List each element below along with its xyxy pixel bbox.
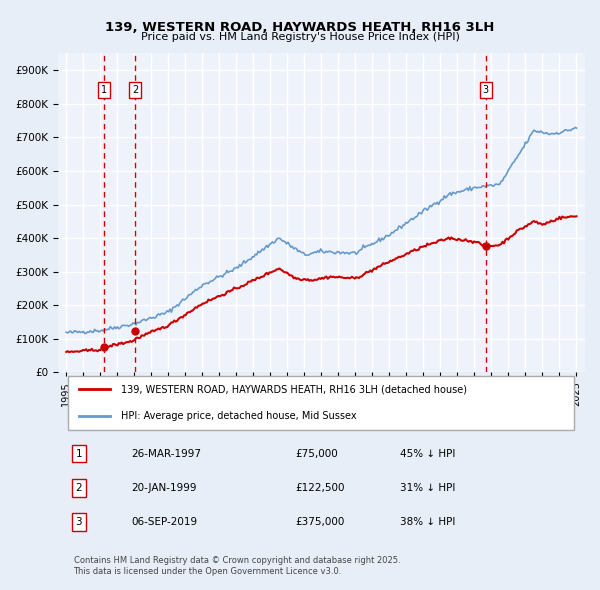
Text: 139, WESTERN ROAD, HAYWARDS HEATH, RH16 3LH: 139, WESTERN ROAD, HAYWARDS HEATH, RH16 … [106,21,494,34]
Text: 38% ↓ HPI: 38% ↓ HPI [400,517,456,527]
Text: £375,000: £375,000 [295,517,344,527]
Text: 31% ↓ HPI: 31% ↓ HPI [400,483,456,493]
Text: £122,500: £122,500 [295,483,344,493]
Text: 3: 3 [483,86,489,96]
Text: HPI: Average price, detached house, Mid Sussex: HPI: Average price, detached house, Mid … [121,411,356,421]
Text: 45% ↓ HPI: 45% ↓ HPI [400,449,456,459]
Text: 1: 1 [76,449,82,459]
Text: 26-MAR-1997: 26-MAR-1997 [131,449,202,459]
Text: Price paid vs. HM Land Registry's House Price Index (HPI): Price paid vs. HM Land Registry's House … [140,32,460,42]
Text: 06-SEP-2019: 06-SEP-2019 [131,517,197,527]
Text: £75,000: £75,000 [295,449,338,459]
Text: 3: 3 [76,517,82,527]
Text: 139, WESTERN ROAD, HAYWARDS HEATH, RH16 3LH (detached house): 139, WESTERN ROAD, HAYWARDS HEATH, RH16 … [121,385,467,395]
FancyBboxPatch shape [68,375,574,430]
Text: 20-JAN-1999: 20-JAN-1999 [131,483,197,493]
Text: 2: 2 [76,483,82,493]
Text: Contains HM Land Registry data © Crown copyright and database right 2025.
This d: Contains HM Land Registry data © Crown c… [74,556,400,576]
Text: 2: 2 [132,86,138,96]
Text: 1: 1 [101,86,107,96]
